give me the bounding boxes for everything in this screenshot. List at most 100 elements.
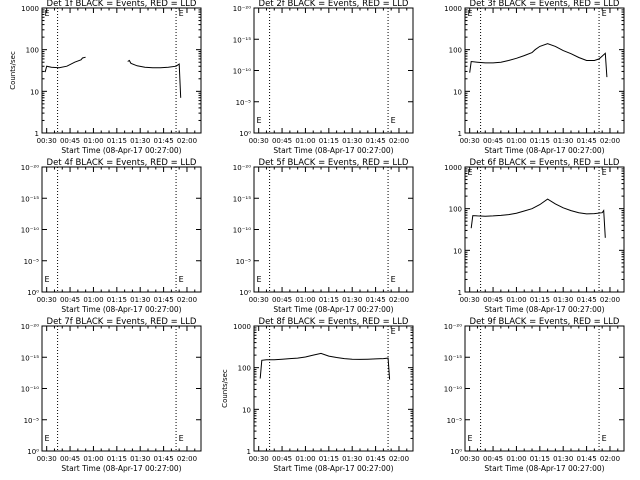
x-tick-label: 01:15 xyxy=(530,455,550,463)
y-tick-label: 10⁻¹⁰ xyxy=(444,386,462,394)
x-tick-label: 01:00 xyxy=(83,137,103,145)
y-tick-label: 10⁰ xyxy=(27,448,39,456)
y-tick-label: 10⁻¹⁰ xyxy=(233,68,251,76)
y-tick-label: 10 xyxy=(30,88,39,96)
x-tick-label: 01:30 xyxy=(130,137,150,145)
x-tick-label: 01:00 xyxy=(83,296,103,304)
x-tick-label: 00:30 xyxy=(460,137,480,145)
x-tick-label: 01:15 xyxy=(319,137,339,145)
x-tick-label: 01:45 xyxy=(365,137,385,145)
x-tick-label: 02:00 xyxy=(600,455,620,463)
x-tick-label: 02:00 xyxy=(177,296,197,304)
y-tick-label: 100 xyxy=(238,365,251,373)
panel-title: Det 5f BLACK = Events, RED = LLD xyxy=(259,158,409,168)
y-tick-label: 10⁻¹⁵ xyxy=(233,195,251,203)
y-tick-label: 1 xyxy=(458,130,462,138)
e-marker-label: E xyxy=(179,434,184,443)
y-tick-label: 10⁰ xyxy=(450,448,462,456)
x-tick-label: 02:00 xyxy=(177,455,197,463)
y-tick-label: 10 xyxy=(453,247,462,255)
panel-det-5: Det 5f BLACK = Events, RED = LLD 10⁰ 10⁻⁵ 1… xyxy=(233,158,414,314)
y-tick-label: 10⁻²⁰ xyxy=(21,323,39,331)
x-tick-label: 01:45 xyxy=(153,455,173,463)
x-tick-label: 00:30 xyxy=(460,296,480,304)
y-tick-label: 10⁰ xyxy=(27,289,39,297)
y-tick-label: 10⁻¹⁵ xyxy=(21,195,39,203)
x-tick-label: 00:45 xyxy=(60,296,80,304)
x-tick-label: 02:00 xyxy=(600,296,620,304)
panel-det-1: Det 1f BLACK = Events, RED = LLD 1 10 100 10… xyxy=(9,0,202,155)
plot-frame xyxy=(253,7,414,134)
x-tick-label: 01:30 xyxy=(553,137,573,145)
x-tick-label: 01:00 xyxy=(506,296,526,304)
y-tick-label: 10⁻⁵ xyxy=(236,99,252,107)
x-tick-label: 01:30 xyxy=(130,296,150,304)
y-tick-label: 10⁻⁵ xyxy=(447,417,463,425)
plot-frame xyxy=(41,7,202,134)
x-tick-label: 01:00 xyxy=(83,455,103,463)
x-axis-label: Start Time (08-Apr-17 00:27:00) xyxy=(484,305,604,314)
x-tick-label: 01:45 xyxy=(576,137,596,145)
x-axis-label: Start Time (08-Apr-17 00:27:00) xyxy=(61,464,181,473)
panel-title: Det 2f BLACK = Events, RED = LLD xyxy=(259,0,409,9)
panel-det-2: Det 2f BLACK = Events, RED = LLD 10⁰ 10⁻⁵ 1… xyxy=(233,0,414,155)
x-tick-label: 00:30 xyxy=(37,296,57,304)
x-tick-label: 01:45 xyxy=(365,455,385,463)
x-axis-label: Start Time (08-Apr-17 00:27:00) xyxy=(61,305,181,314)
x-axis-label: Start Time (08-Apr-17 00:27:00) xyxy=(61,146,181,155)
x-tick-label: 01:15 xyxy=(319,455,339,463)
x-tick-label: 00:45 xyxy=(60,137,80,145)
e-marker-label: E xyxy=(45,9,50,18)
y-tick-label: 10⁻²⁰ xyxy=(233,5,251,13)
events-series-line xyxy=(470,198,606,238)
y-tick-label: 1000 xyxy=(233,323,251,331)
x-tick-label: 01:30 xyxy=(553,455,573,463)
x-tick-label: 01:15 xyxy=(319,296,339,304)
y-tick-label: 10⁻¹⁰ xyxy=(233,227,251,235)
e-marker-label: E xyxy=(468,9,473,18)
events-series-line xyxy=(127,59,182,98)
panel-title: Det 9f BLACK = Events, RED = LLD xyxy=(470,317,620,327)
y-tick-label: 10⁻⁵ xyxy=(24,417,40,425)
plot-frame xyxy=(464,7,625,134)
y-tick-label: 10⁻²⁰ xyxy=(444,323,462,331)
y-tick-label: 1000 xyxy=(444,164,462,172)
panel-det-4: Det 4f BLACK = Events, RED = LLD 10⁰ 10⁻⁵ 1… xyxy=(21,158,202,314)
y-tick-label: 10⁻¹⁵ xyxy=(233,36,251,44)
plot-frame xyxy=(464,166,625,293)
x-tick-label: 00:45 xyxy=(483,455,503,463)
e-marker-label: E xyxy=(391,116,396,125)
x-axis-label: Start Time (08-Apr-17 00:27:00) xyxy=(273,464,393,473)
e-marker-label: E xyxy=(45,275,50,284)
x-tick-label: 00:45 xyxy=(483,296,503,304)
x-tick-label: 00:30 xyxy=(460,455,480,463)
panel-det-6: Det 6f BLACK = Events, RED = LLD 1 10 100 10… xyxy=(444,158,625,314)
y-tick-label: 10⁰ xyxy=(239,289,251,297)
plot-frame xyxy=(253,166,414,293)
plot-frame xyxy=(464,325,625,452)
y-tick-label: 10⁻¹⁰ xyxy=(21,386,39,394)
events-series-line xyxy=(44,56,86,73)
x-tick-label: 00:45 xyxy=(272,137,292,145)
y-tick-label: 1000 xyxy=(444,5,462,13)
e-marker-label: E xyxy=(179,275,184,284)
e-marker-label: E xyxy=(602,434,607,443)
x-tick-label: 02:00 xyxy=(600,137,620,145)
panel-title: Det 7f BLACK = Events, RED = LLD xyxy=(47,317,197,327)
plot-frame xyxy=(41,325,202,452)
panel-title: Det 6f BLACK = Events, RED = LLD xyxy=(470,158,620,168)
x-axis-label: Start Time (08-Apr-17 00:27:00) xyxy=(484,146,604,155)
panel-title: Det 8f BLACK = Events, RED = LLD xyxy=(259,317,409,327)
x-axis-label: Start Time (08-Apr-17 00:27:00) xyxy=(484,464,604,473)
panel-title: Det 1f BLACK = Events, RED = LLD xyxy=(47,0,197,9)
y-tick-label: 1 xyxy=(247,448,251,456)
x-tick-label: 00:30 xyxy=(249,455,269,463)
plot-frame xyxy=(253,325,414,452)
y-tick-label: 10⁻¹⁰ xyxy=(21,227,39,235)
x-axis-label: Start Time (08-Apr-17 00:27:00) xyxy=(273,305,393,314)
x-tick-label: 00:30 xyxy=(249,137,269,145)
panel-det-8: Det 8f BLACK = Events, RED = LLD 1 10 100 10… xyxy=(221,317,414,473)
e-marker-label: E xyxy=(468,434,473,443)
panel-title: Det 4f BLACK = Events, RED = LLD xyxy=(47,158,197,168)
